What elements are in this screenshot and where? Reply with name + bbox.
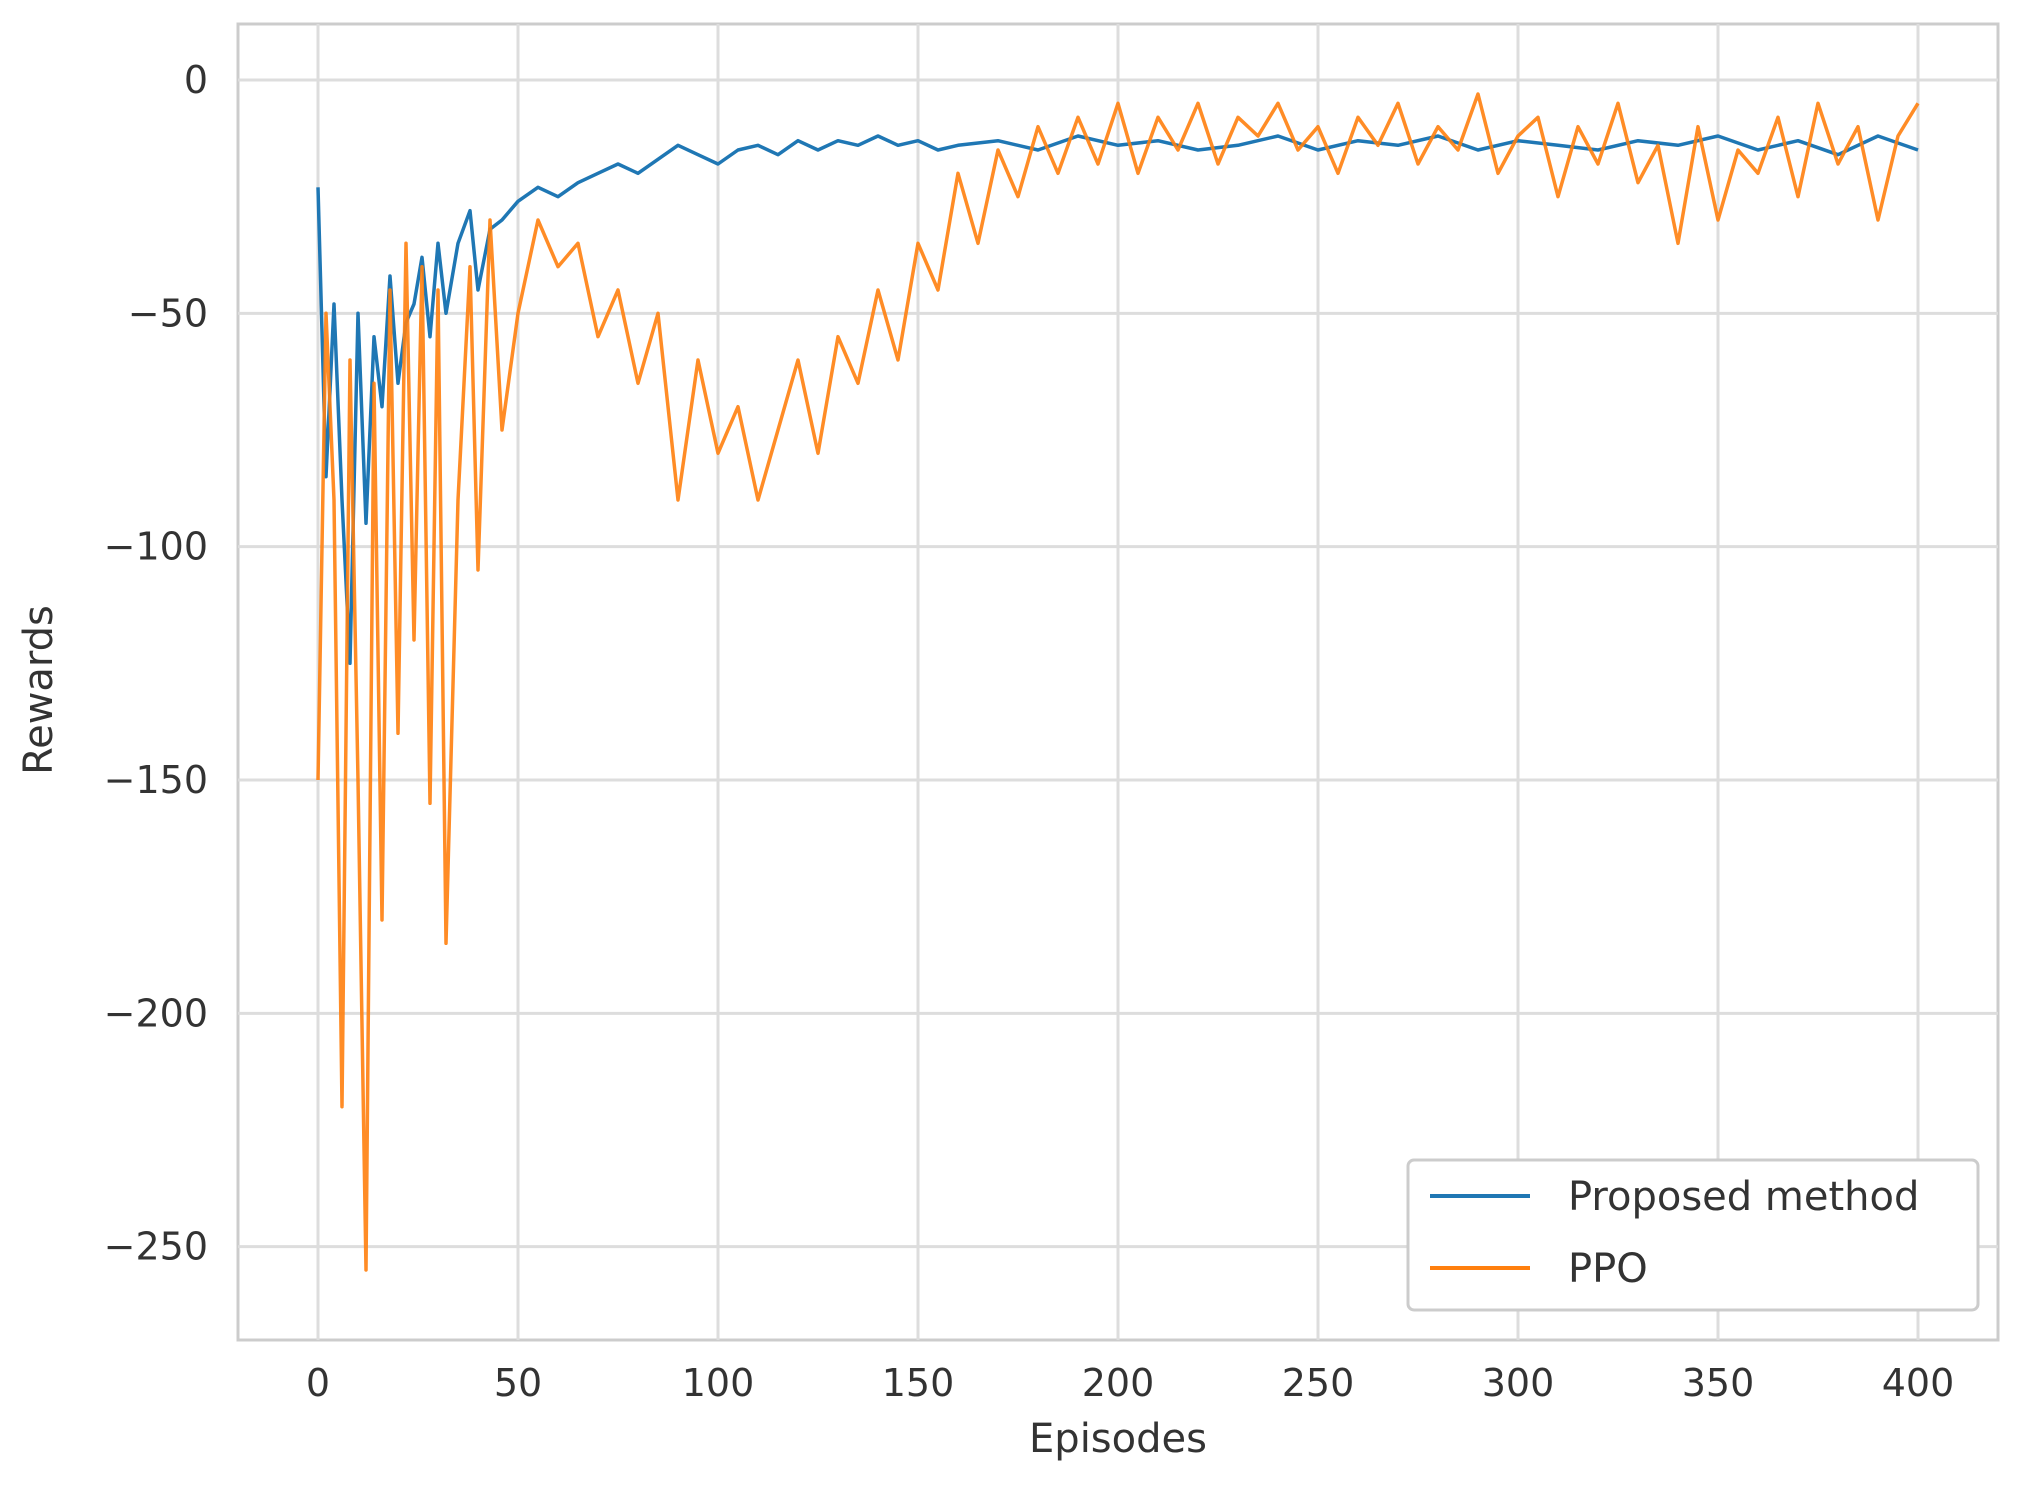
legend: Proposed method PPO — [1406, 1158, 1980, 1312]
x-axis-label: Episodes — [1029, 1416, 1207, 1462]
y-tick-label: −150 — [104, 758, 208, 802]
x-tick-label: 0 — [306, 1361, 330, 1405]
x-tick-label: 400 — [1882, 1361, 1955, 1405]
y-tick-label: −200 — [104, 991, 208, 1035]
y-axis-label: Rewards — [16, 605, 62, 775]
x-tick-label: 150 — [882, 1361, 955, 1405]
x-tick-label: 300 — [1482, 1361, 1555, 1405]
legend-box — [1406, 1158, 1980, 1312]
y-tick-label: −250 — [104, 1225, 208, 1269]
legend-label-ppo: PPO — [1568, 1246, 1648, 1292]
grid-lines — [238, 24, 1998, 1340]
x-tick-label: 200 — [1082, 1361, 1155, 1405]
x-tick-label: 250 — [1282, 1361, 1355, 1405]
x-tick-labels: 0 50 100 150 200 250 300 350 400 — [306, 1361, 1954, 1405]
x-tick-label: 100 — [682, 1361, 755, 1405]
series-layer — [316, 92, 1920, 1272]
y-tick-labels: 0 −50 −100 −150 −200 −250 — [104, 58, 208, 1269]
y-tick-label: −100 — [104, 525, 208, 569]
x-tick-label: 50 — [494, 1361, 542, 1405]
series-line-ppo — [316, 92, 1920, 1272]
legend-label-proposed: Proposed method — [1568, 1174, 1919, 1220]
x-tick-label: 350 — [1682, 1361, 1755, 1405]
y-tick-label: −50 — [128, 291, 208, 335]
y-tick-label: 0 — [184, 58, 208, 102]
